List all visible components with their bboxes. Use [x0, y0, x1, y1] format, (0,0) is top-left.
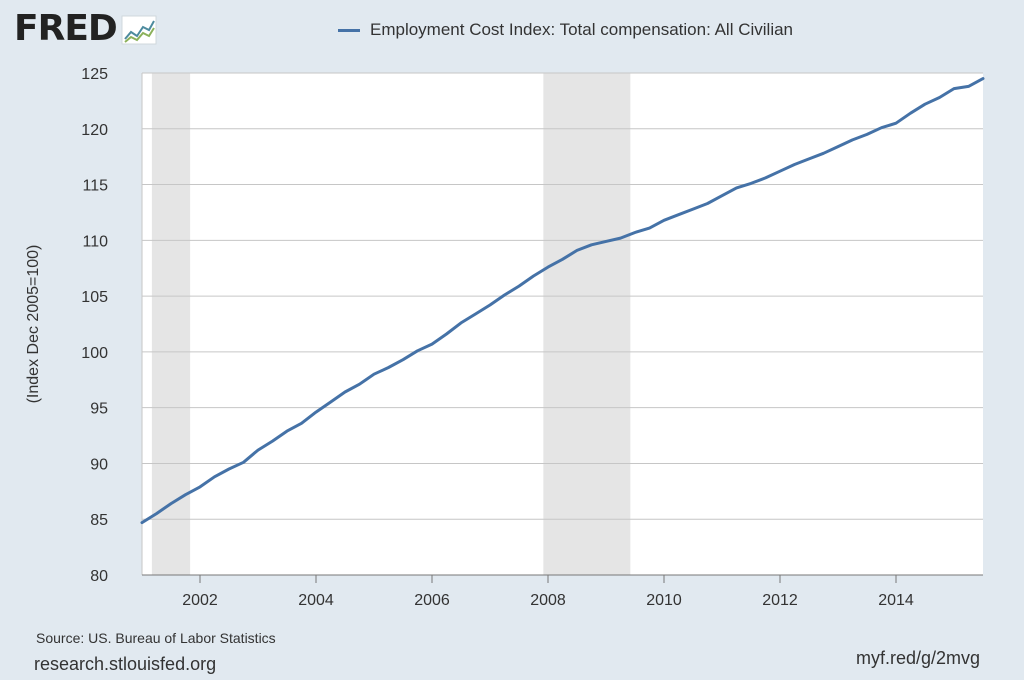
fred-logo[interactable]: FRED [14, 8, 157, 50]
y-tick-label: 90 [90, 456, 108, 473]
y-tick-label: 115 [82, 178, 108, 195]
x-tick-label: 2012 [762, 592, 798, 609]
fred-logo-text: FRED [14, 8, 118, 49]
legend-swatch [338, 28, 360, 32]
y-tick-label: 105 [81, 289, 108, 306]
source-note: Source: US. Bureau of Labor Statistics [36, 630, 276, 646]
y-axis-label: (Index Dec 2005=100) [25, 245, 42, 404]
y-tick-label: 85 [90, 512, 108, 529]
y-tick-label: 120 [81, 122, 108, 139]
y-tick-label: 80 [90, 568, 108, 585]
x-tick-label: 2010 [646, 592, 682, 609]
line-chart-icon [121, 15, 157, 45]
short-link[interactable]: myf.red/g/2mvg [855, 648, 980, 668]
x-tick-label: 2006 [414, 592, 450, 609]
x-tick-label: 2008 [530, 592, 566, 609]
site-link[interactable]: research.stlouisfed.org [34, 654, 217, 674]
chart-legend: Employment Cost Index: Total compensatio… [338, 20, 793, 40]
legend-label: Employment Cost Index: Total compensatio… [370, 20, 793, 39]
series-line [140, 77, 985, 525]
y-tick-label: 100 [81, 345, 108, 362]
x-tick-label: 2004 [298, 592, 334, 609]
y-tick-label: 110 [82, 233, 108, 250]
recession-shading [543, 73, 631, 575]
recession-shading [151, 73, 191, 575]
x-tick-label: 2002 [182, 592, 218, 609]
y-tick-label: 95 [90, 401, 108, 418]
y-tick-label: 125 [81, 66, 108, 83]
x-tick-label: 2014 [878, 592, 914, 609]
